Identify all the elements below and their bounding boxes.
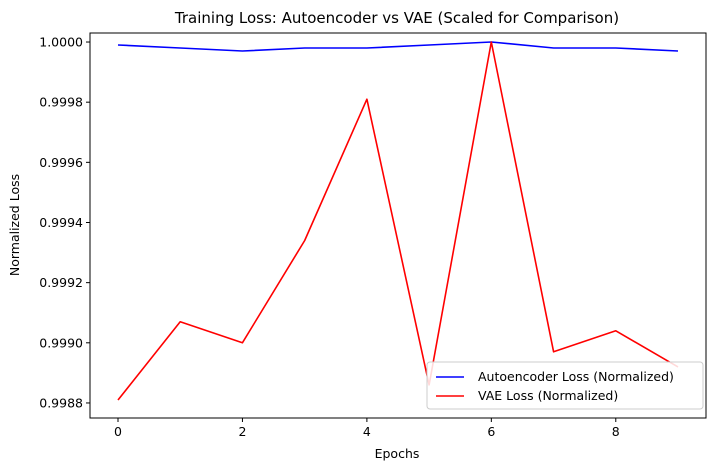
chart-title: Training Loss: Autoencoder vs VAE (Scale… <box>174 9 619 27</box>
y-tick-label: 0.9992 <box>39 275 83 290</box>
x-tick-label: 2 <box>238 424 246 439</box>
y-tick-label: 0.9994 <box>39 215 83 230</box>
y-tick-label: 0.9990 <box>39 335 83 350</box>
legend-frame <box>426 361 704 410</box>
x-tick-label: 8 <box>612 424 620 439</box>
plot-area: 0 2 4 6 8 0.9988 0.9990 0.9992 0.9994 0.9996 0.999… <box>39 32 707 439</box>
y-tick-label: 0.9998 <box>39 95 83 110</box>
series-line-autoencoder <box>117 41 679 52</box>
legend-label-vae: VAE Loss (Normalized) <box>478 388 618 403</box>
axes-frame <box>89 32 707 419</box>
y-tick-label: 1.0000 <box>39 35 83 50</box>
x-tick-label: 0 <box>114 424 122 439</box>
legend-label-autoencoder: Autoencoder Loss (Normalized) <box>478 369 674 384</box>
y-axis-title: Normalized Loss <box>7 174 22 276</box>
series-line-vae <box>117 41 679 401</box>
x-tick-label: 6 <box>487 424 495 439</box>
y-tick-label: 0.9988 <box>39 395 83 410</box>
x-tick-label: 4 <box>363 424 371 439</box>
y-tick-label: 0.9996 <box>39 155 83 170</box>
legend: Autoencoder Loss (Normalized) VAE Loss (… <box>426 361 704 410</box>
x-axis-title: Epochs <box>375 446 420 461</box>
